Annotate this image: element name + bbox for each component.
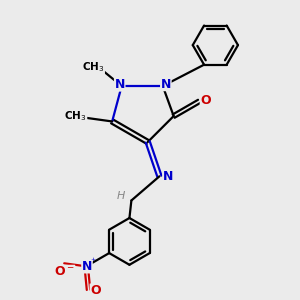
Text: CH$_3$: CH$_3$	[64, 109, 87, 123]
Text: O: O	[90, 284, 101, 297]
Text: H: H	[116, 191, 125, 201]
Text: CH$_3$: CH$_3$	[82, 60, 104, 74]
Text: N: N	[163, 170, 173, 183]
Text: N: N	[161, 78, 171, 91]
Text: N: N	[115, 78, 125, 91]
Text: N: N	[82, 260, 92, 273]
Text: $^+$: $^+$	[88, 256, 96, 266]
Text: O$^-$: O$^-$	[54, 266, 75, 278]
Text: O: O	[200, 94, 211, 107]
